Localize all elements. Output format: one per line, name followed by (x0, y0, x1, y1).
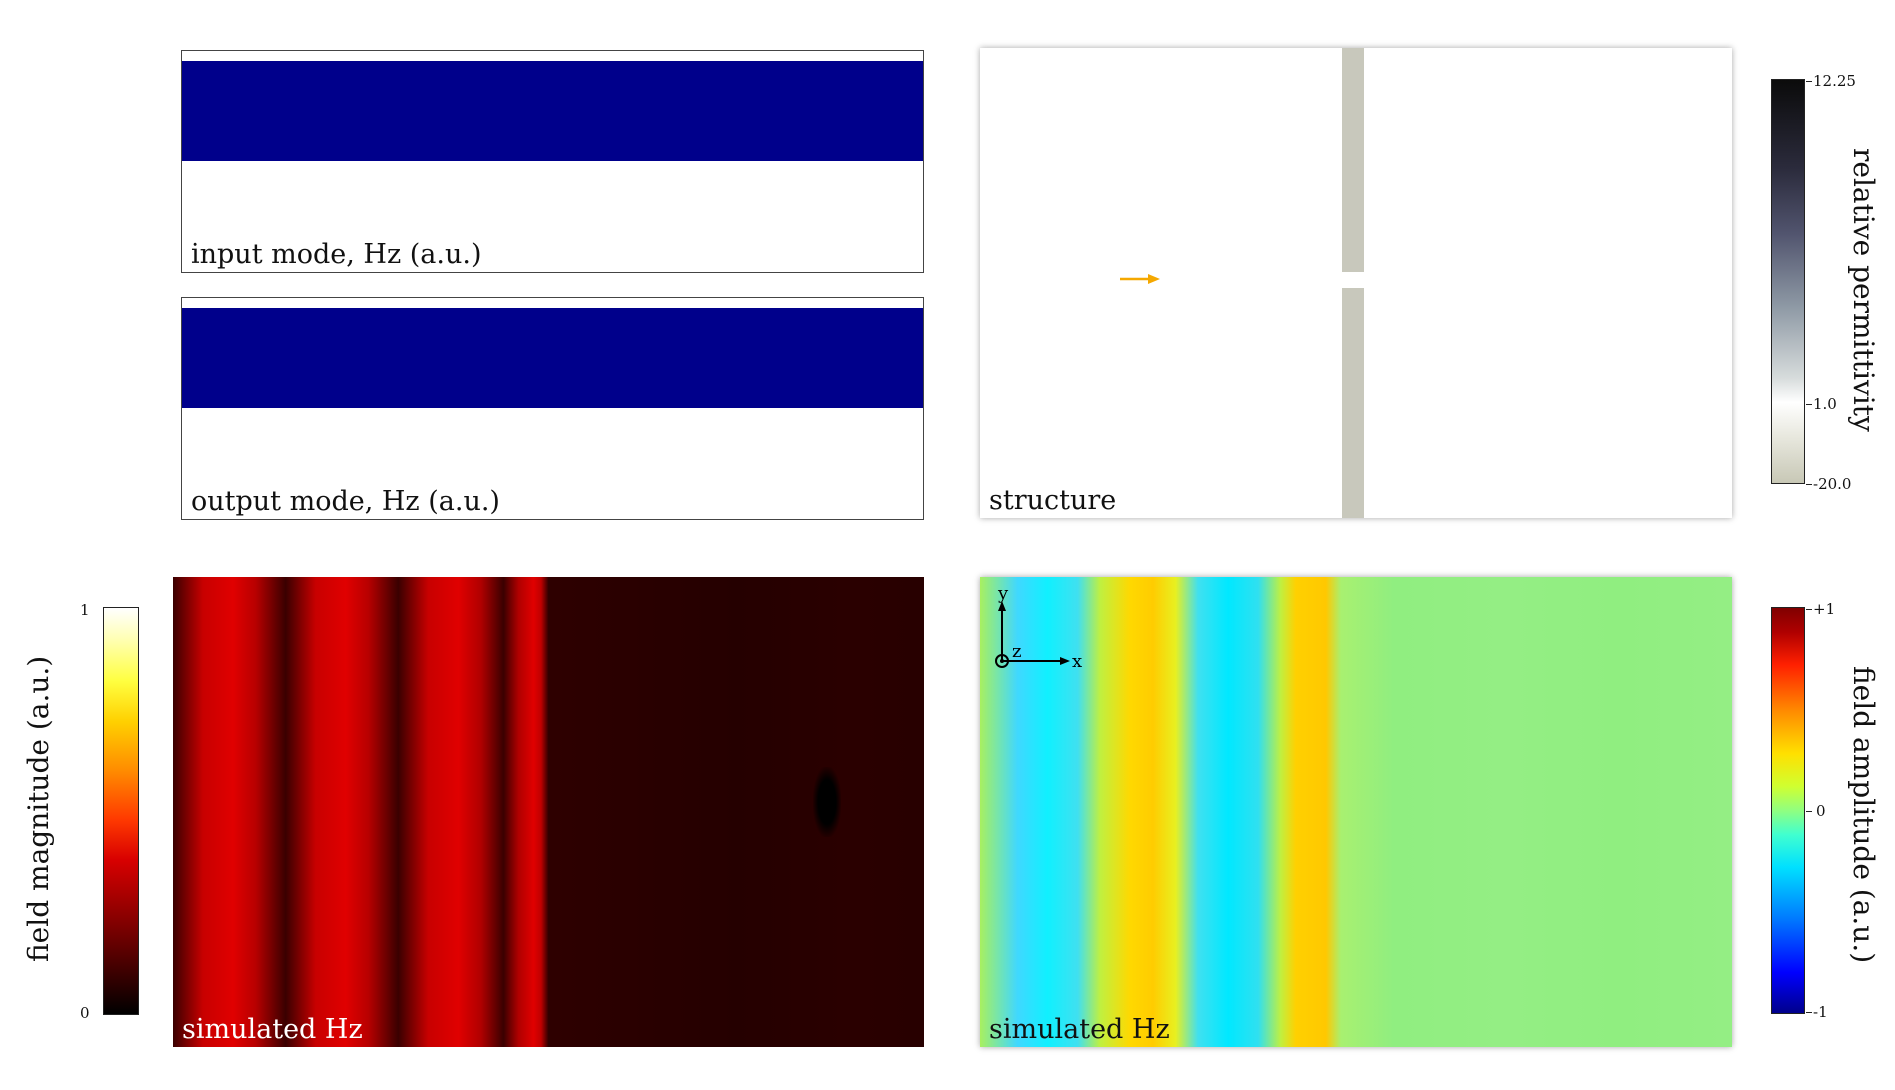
coordinate-axes-icon: y x z (995, 585, 1082, 672)
structure-panel: structure (980, 48, 1732, 518)
field-amplitude-label: simulated Hz (989, 1014, 1170, 1045)
structure-label: structure (989, 485, 1117, 516)
field-magnitude-node (813, 767, 841, 837)
permittivity-tick-mid: 1.0 (1813, 395, 1837, 413)
amplitude-colorbar (1771, 607, 1805, 1014)
amplitude-tickmark-top (1806, 609, 1812, 610)
output-mode-band (182, 308, 923, 408)
magnitude-axis-label: field magnitude (a.u.) (22, 655, 55, 962)
magnitude-tick-bottom: 0 (80, 1004, 90, 1022)
permittivity-colorbar (1771, 79, 1805, 484)
amplitude-axis-label: field amplitude (a.u.) (1847, 666, 1880, 964)
output-mode-panel: output mode, Hz (a.u.) (181, 297, 924, 520)
field-amplitude-panel: y x z simulated Hz (980, 577, 1732, 1047)
input-mode-panel: input mode, Hz (a.u.) (181, 50, 924, 273)
magnitude-colorbar (103, 607, 139, 1015)
amplitude-tick-top: +1 (1813, 600, 1836, 618)
field-magnitude-label: simulated Hz (182, 1014, 363, 1045)
amplitude-tick-bottom: -1 (1813, 1003, 1828, 1021)
permittivity-axis-label: relative permittivity (1847, 148, 1880, 432)
permittivity-tickmark-top (1806, 81, 1812, 82)
axis-x-label: x (1072, 651, 1082, 672)
permittivity-tick-bottom: -20.0 (1813, 475, 1852, 493)
magnitude-tick-top: 1 (80, 601, 90, 619)
structure-wall-lower (1342, 288, 1364, 518)
permittivity-tickmark-bottom (1806, 484, 1812, 485)
axis-y-label: y (997, 585, 1009, 604)
field-magnitude-panel: simulated Hz (173, 577, 924, 1047)
amplitude-tick-mid: 0 (1816, 802, 1826, 820)
permittivity-tick-top: 12.25 (1813, 72, 1856, 90)
permittivity-tickmark-mid (1806, 404, 1812, 405)
structure-wall-upper (1342, 48, 1364, 272)
output-mode-label: output mode, Hz (a.u.) (191, 486, 500, 517)
amplitude-tickmark-bottom (1806, 1012, 1812, 1013)
source-arrow-icon (1120, 274, 1160, 284)
input-mode-label: input mode, Hz (a.u.) (191, 239, 482, 270)
amplitude-tickmark-mid (1806, 811, 1812, 812)
input-mode-band (182, 61, 923, 161)
axis-z-label: z (1012, 641, 1021, 662)
